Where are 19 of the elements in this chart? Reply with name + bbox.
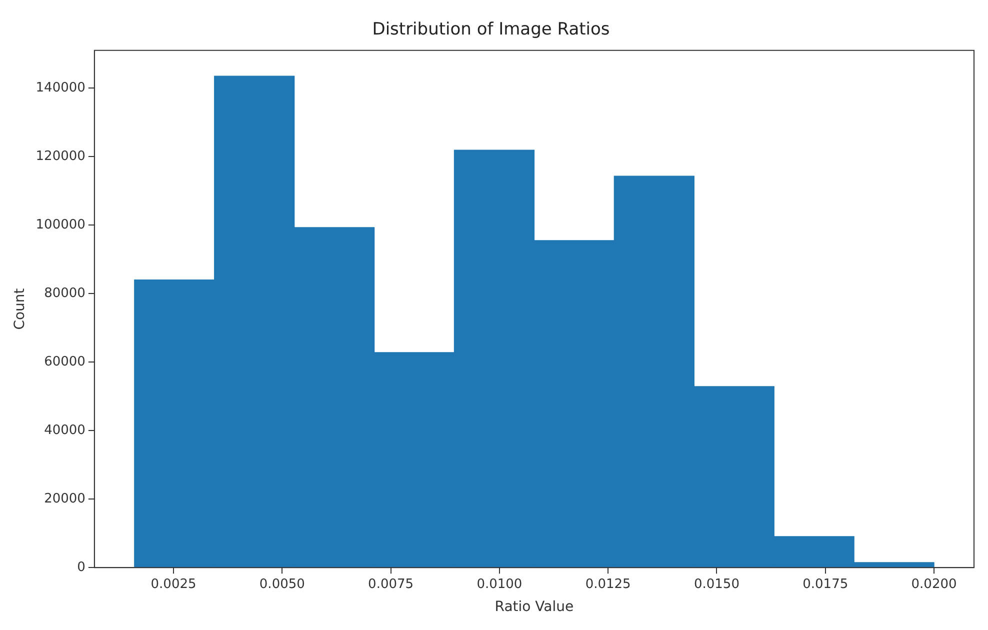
y-tick-label: 20000 — [44, 491, 86, 506]
x-axis-title: Ratio Value — [494, 599, 574, 616]
chart-title: Distribution of Image Ratios — [372, 20, 610, 40]
x-tick-label: 0.0175 — [802, 576, 848, 592]
y-axis-title: Count — [12, 288, 28, 330]
y-tick-label: 120000 — [36, 148, 86, 164]
x-tick-label: 0.0100 — [476, 576, 522, 592]
y-tick-label: 60000 — [44, 354, 86, 370]
y-tick-label: 100000 — [36, 217, 86, 232]
y-tick-label: 40000 — [44, 422, 86, 438]
x-tick-label: 0.0050 — [259, 576, 305, 592]
y-tick-label: 140000 — [36, 80, 86, 96]
x-tick-label: 0.0025 — [150, 576, 196, 592]
x-tick-label: 0.0150 — [694, 576, 740, 592]
x-tick-label: 0.0125 — [585, 576, 631, 592]
y-tick-label: 0 — [77, 560, 86, 575]
x-tick-label: 0.0200 — [911, 576, 957, 592]
x-tick-label: 0.0075 — [368, 576, 414, 592]
y-tick-label: 80000 — [44, 286, 86, 301]
